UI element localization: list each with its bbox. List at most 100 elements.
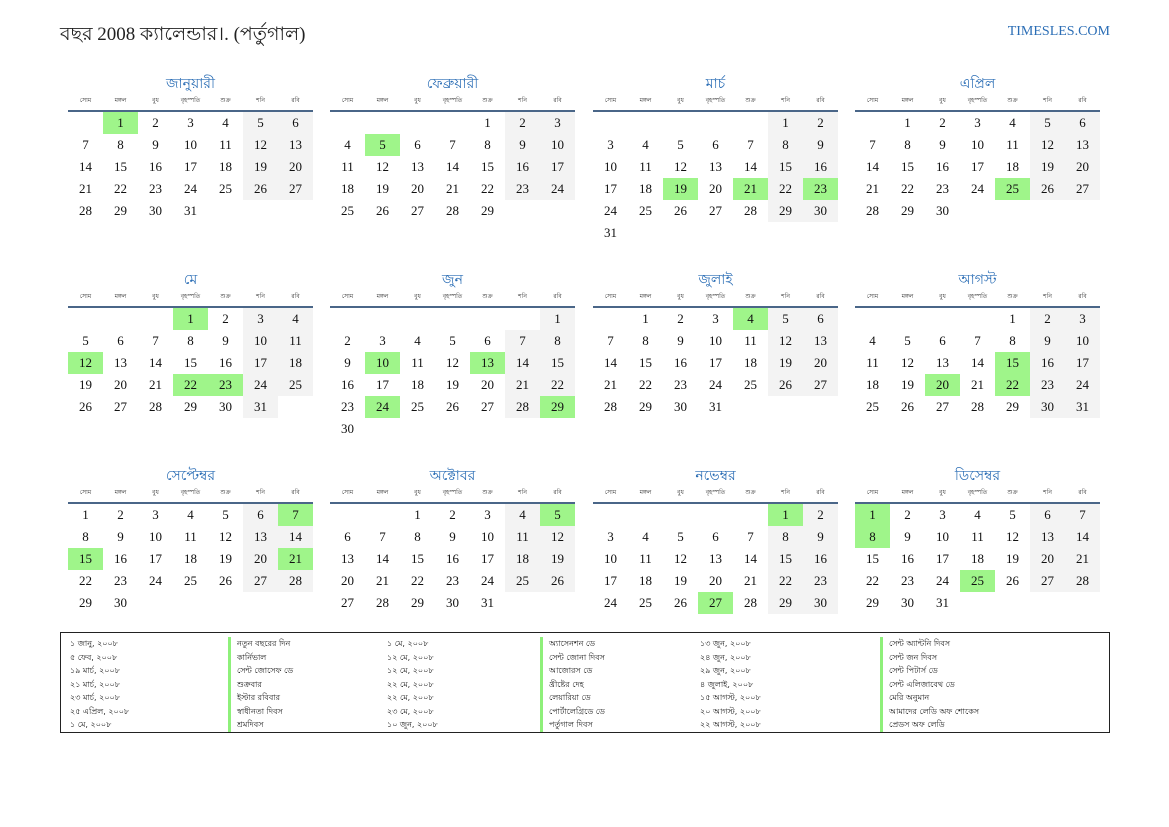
day-cell[interactable]: 26	[1030, 178, 1065, 200]
day-cell[interactable]: 10	[936, 529, 949, 544]
day-cell[interactable]: 26	[446, 399, 459, 414]
day-cell[interactable]: 30	[936, 203, 949, 218]
day-cell[interactable]: 14	[744, 159, 757, 174]
day-cell[interactable]: 19	[446, 377, 459, 392]
day-cell[interactable]: 27	[411, 203, 424, 218]
day-cell[interactable]: 27	[803, 374, 838, 396]
day-cell[interactable]: 23	[505, 178, 540, 200]
day-cell[interactable]: 1	[173, 308, 208, 330]
day-cell[interactable]: 26	[540, 570, 575, 592]
day-cell[interactable]: 7	[974, 333, 981, 348]
day-cell[interactable]: 25	[219, 181, 232, 196]
day-cell[interactable]: 10	[604, 551, 617, 566]
day-cell[interactable]: 19	[219, 551, 232, 566]
day-cell[interactable]: 14	[744, 551, 757, 566]
day-cell[interactable]: 12	[901, 355, 914, 370]
day-cell[interactable]: 3	[243, 308, 278, 330]
day-cell[interactable]: 4	[974, 507, 981, 522]
day-cell[interactable]: 23	[803, 178, 838, 200]
day-cell[interactable]: 15	[68, 548, 103, 570]
day-cell[interactable]: 8	[768, 526, 803, 548]
day-cell[interactable]: 11	[639, 551, 652, 566]
day-cell[interactable]: 14	[866, 159, 879, 174]
day-cell[interactable]: 16	[219, 355, 232, 370]
day-cell[interactable]: 3	[152, 507, 159, 522]
day-cell[interactable]: 28	[866, 203, 879, 218]
day-cell[interactable]: 4	[187, 507, 194, 522]
day-cell[interactable]: 30	[114, 595, 127, 610]
day-cell[interactable]: 19	[768, 352, 803, 374]
day-cell[interactable]: 15	[768, 548, 803, 570]
day-cell[interactable]: 21	[1065, 548, 1100, 570]
day-cell[interactable]: 24	[971, 181, 984, 196]
day-cell[interactable]: 12	[674, 551, 687, 566]
day-cell[interactable]: 21	[733, 178, 768, 200]
day-cell[interactable]: 14	[971, 355, 984, 370]
day-cell[interactable]: 16	[803, 548, 838, 570]
day-cell[interactable]: 20	[925, 374, 960, 396]
day-cell[interactable]: 26	[674, 203, 687, 218]
day-cell[interactable]: 27	[936, 399, 949, 414]
day-cell[interactable]: 3	[974, 115, 981, 130]
day-cell[interactable]: 15	[481, 159, 494, 174]
day-cell[interactable]: 9	[152, 137, 159, 152]
day-cell[interactable]: 8	[414, 529, 421, 544]
day-cell[interactable]: 2	[117, 507, 124, 522]
day-cell[interactable]: 15	[184, 355, 197, 370]
day-cell[interactable]: 8	[187, 333, 194, 348]
day-cell[interactable]: 15	[768, 156, 803, 178]
day-cell[interactable]: 16	[1030, 352, 1065, 374]
day-cell[interactable]: 15	[995, 352, 1030, 374]
day-cell[interactable]: 6	[712, 529, 719, 544]
day-cell[interactable]: 4	[278, 308, 313, 330]
day-cell[interactable]: 13	[803, 330, 838, 352]
day-cell[interactable]: 7	[747, 529, 754, 544]
day-cell[interactable]: 16	[674, 355, 687, 370]
day-cell[interactable]: 12	[540, 526, 575, 548]
day-cell[interactable]: 3	[712, 311, 719, 326]
day-cell[interactable]: 1	[103, 112, 138, 134]
day-cell[interactable]: 23	[114, 573, 127, 588]
day-cell[interactable]: 7	[152, 333, 159, 348]
day-cell[interactable]: 4	[414, 333, 421, 348]
day-cell[interactable]: 20	[341, 573, 354, 588]
day-cell[interactable]: 4	[344, 137, 351, 152]
day-cell[interactable]: 25	[744, 377, 757, 392]
day-cell[interactable]: 8	[540, 330, 575, 352]
day-cell[interactable]: 13	[936, 355, 949, 370]
day-cell[interactable]: 10	[481, 529, 494, 544]
day-cell[interactable]: 10	[1065, 330, 1100, 352]
day-cell[interactable]: 1	[414, 507, 421, 522]
day-cell[interactable]: 9	[677, 333, 684, 348]
day-cell[interactable]: 15	[901, 159, 914, 174]
day-cell[interactable]: 16	[149, 159, 162, 174]
day-cell[interactable]: 13	[278, 134, 313, 156]
day-cell[interactable]: 27	[278, 178, 313, 200]
day-cell[interactable]: 5	[1009, 507, 1016, 522]
day-cell[interactable]: 17	[604, 573, 617, 588]
day-cell[interactable]: 31	[184, 203, 197, 218]
day-cell[interactable]: 11	[411, 355, 424, 370]
day-cell[interactable]: 1	[904, 115, 911, 130]
day-cell[interactable]: 11	[341, 159, 354, 174]
day-cell[interactable]: 17	[540, 156, 575, 178]
day-cell[interactable]: 5	[1030, 112, 1065, 134]
day-cell[interactable]: 7	[449, 137, 456, 152]
day-cell[interactable]: 27	[481, 399, 494, 414]
day-cell[interactable]: 30	[219, 399, 232, 414]
day-cell[interactable]: 26	[768, 374, 803, 396]
day-cell[interactable]: 6	[243, 504, 278, 526]
day-cell[interactable]: 31	[481, 595, 494, 610]
day-cell[interactable]: 3	[540, 112, 575, 134]
day-cell[interactable]: 25	[184, 573, 197, 588]
day-cell[interactable]: 5	[449, 333, 456, 348]
day-cell[interactable]: 28	[1065, 570, 1100, 592]
day-cell[interactable]: 7	[379, 529, 386, 544]
day-cell[interactable]: 7	[278, 504, 313, 526]
day-cell[interactable]: 10	[243, 330, 278, 352]
day-cell[interactable]: 31	[709, 399, 722, 414]
day-cell[interactable]: 12	[1006, 529, 1019, 544]
day-cell[interactable]: 12	[376, 159, 389, 174]
day-cell[interactable]: 22	[79, 573, 92, 588]
day-cell[interactable]: 25	[960, 570, 995, 592]
